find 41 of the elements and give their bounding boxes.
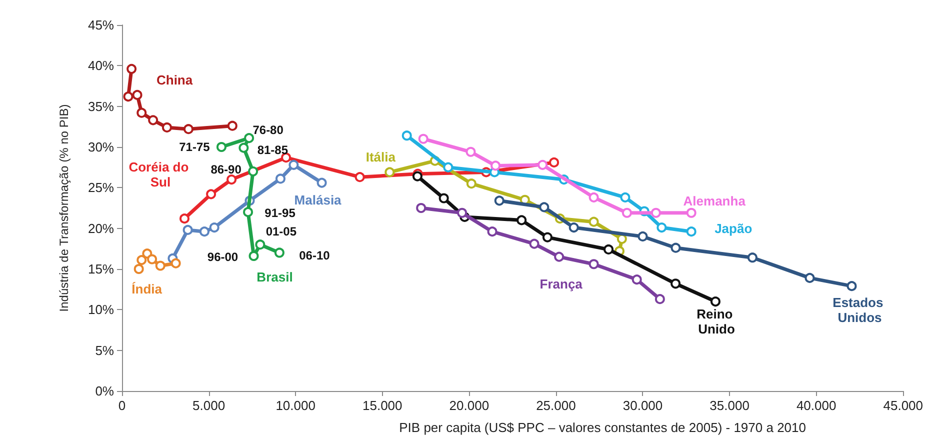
x-tick-label: 45.000 <box>883 398 923 413</box>
annotation: 86-90 <box>210 162 242 176</box>
y-tick-label: 20% <box>88 220 114 236</box>
x-tick-label: 30.000 <box>622 398 663 413</box>
annotation: 91-95 <box>264 206 296 220</box>
y-tick-label: 45% <box>88 18 114 32</box>
y-tick-label: 0% <box>95 384 114 398</box>
y-tick-label: 5% <box>95 342 114 358</box>
annotation: 76-80 <box>252 123 284 138</box>
series-label: Japão <box>714 221 752 236</box>
annotation: 81-85 <box>257 142 288 157</box>
x-tick-label: 25.000 <box>536 398 576 413</box>
series-label: Índia <box>132 282 163 296</box>
annotation: 71-75 <box>179 140 210 154</box>
y-tick-label: 10% <box>88 302 114 318</box>
annotation: 01-05 <box>266 224 297 239</box>
annotation: 06-10 <box>299 248 330 263</box>
x-tick-label: 40.000 <box>796 398 836 413</box>
series-label: Estados Unidos <box>832 295 887 326</box>
series-label: China <box>156 72 194 88</box>
y-tick-label: 35% <box>88 98 114 114</box>
series-label: Coréia do Sul <box>128 160 192 190</box>
x-tick-label: 15.000 <box>362 398 402 413</box>
y-tick-label: 40% <box>88 58 114 74</box>
series-label: Brasil <box>256 269 293 284</box>
x-tick-label: 5.000 <box>192 398 226 413</box>
x-axis-title: PIB per capita (US$ PPC – valores constantes de 2005) - 1970 a 2010 <box>399 420 806 435</box>
x-tick-label: 0 <box>118 398 126 413</box>
annotation: 96-00 <box>207 250 238 264</box>
series-label: Malásia <box>294 192 342 208</box>
y-tick-label: 30% <box>88 140 114 154</box>
x-tick-label: 10.000 <box>276 398 316 413</box>
y-tick-label: 15% <box>88 262 114 276</box>
x-tick-label: 20.000 <box>449 398 490 413</box>
series-label: Reino Unido <box>696 306 736 337</box>
series-label: Alemanha <box>683 193 746 208</box>
series-label: Itália <box>366 150 396 165</box>
y-axis-title: Indústria de Transformação (% no PIB) <box>57 104 71 312</box>
series-label: França <box>540 276 584 292</box>
x-tick-label: 35.000 <box>710 398 750 413</box>
y-tick-label: 25% <box>88 180 114 196</box>
